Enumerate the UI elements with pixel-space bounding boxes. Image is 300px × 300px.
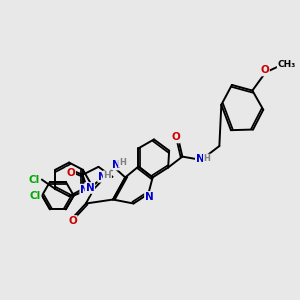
Text: H: H bbox=[204, 154, 211, 164]
Text: Cl: Cl bbox=[29, 190, 41, 201]
Text: Cl: Cl bbox=[28, 175, 40, 185]
Text: H: H bbox=[119, 158, 126, 167]
Text: N: N bbox=[145, 192, 154, 202]
Text: N: N bbox=[80, 184, 89, 195]
Text: O: O bbox=[260, 65, 269, 75]
Text: H: H bbox=[103, 171, 111, 180]
Text: O: O bbox=[66, 168, 75, 178]
Text: O: O bbox=[171, 133, 180, 142]
Text: CH₃: CH₃ bbox=[278, 60, 296, 69]
Text: N: N bbox=[98, 172, 107, 182]
Text: N: N bbox=[112, 160, 121, 170]
Text: N: N bbox=[85, 183, 94, 193]
Text: N: N bbox=[196, 154, 205, 164]
Text: O: O bbox=[68, 216, 77, 226]
